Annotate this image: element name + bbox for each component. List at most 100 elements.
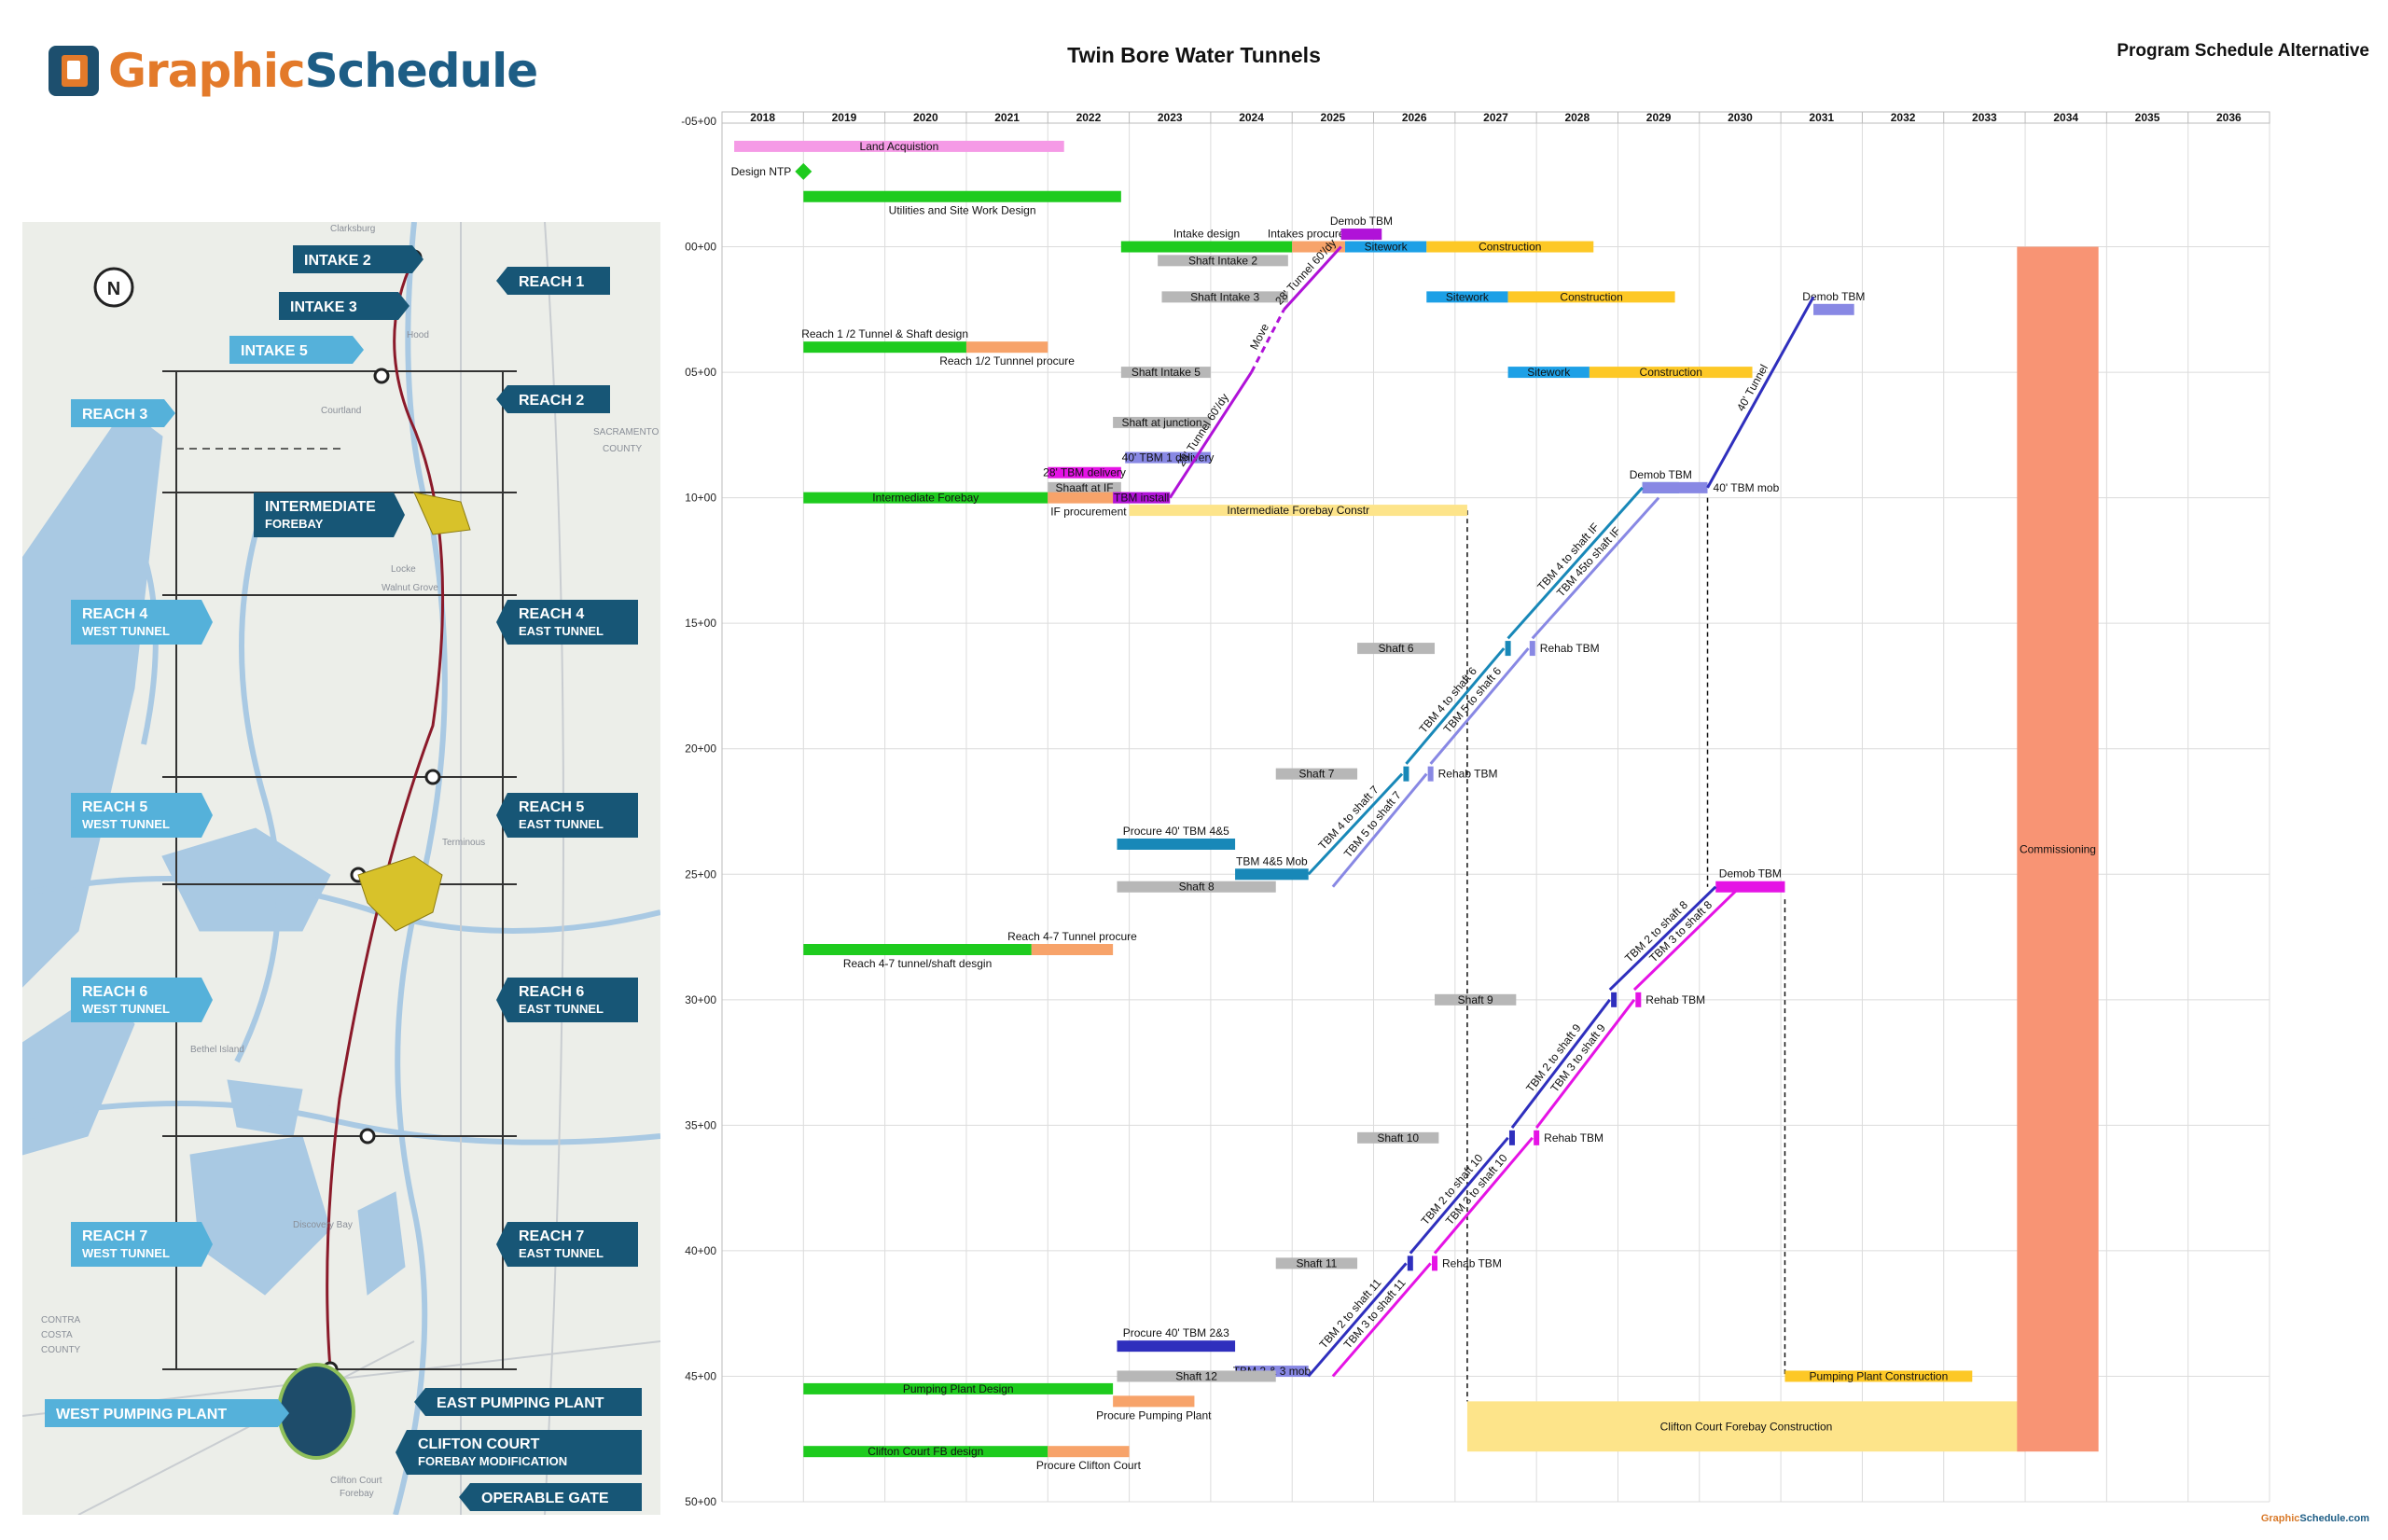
y-tick-label: 45+00 bbox=[685, 1369, 716, 1382]
chart-title: Twin Bore Water Tunnels bbox=[1067, 43, 1321, 67]
place-name: CONTRA bbox=[41, 1315, 81, 1325]
bar-label: Intake design bbox=[1173, 228, 1240, 241]
bar-sitework bbox=[1344, 241, 1427, 253]
x-tick-label: 2024 bbox=[1239, 111, 1264, 124]
milestone-label: Design NTP bbox=[731, 165, 792, 178]
bar-label: Demob TBM bbox=[1330, 215, 1393, 228]
bar-label: Utilities and Site Work Design bbox=[889, 204, 1036, 217]
map-label-line1: REACH 6 bbox=[519, 984, 584, 1000]
milestone-design-ntp bbox=[795, 162, 812, 180]
x-tick-label: 2019 bbox=[832, 111, 857, 124]
tunnel-line-40-tunnel bbox=[1706, 296, 1815, 489]
chart-subtitle: Program Schedule Alternative bbox=[2117, 41, 2369, 61]
bar-tbm-install bbox=[1113, 492, 1171, 504]
logo: GraphicSchedule bbox=[49, 41, 538, 101]
bar-procure-pumping-plant bbox=[1113, 1395, 1195, 1408]
x-tick-label: 2032 bbox=[1891, 111, 1916, 124]
map-label-bg bbox=[71, 1222, 213, 1267]
place-name: Hood bbox=[407, 330, 429, 340]
map-label-line2: WEST TUNNEL bbox=[82, 1246, 170, 1260]
tunnel-line-tbm-2-to-shaft-11 bbox=[1307, 1262, 1408, 1378]
bar-intermediate-forebay bbox=[803, 492, 1048, 504]
map-label-line1: REACH 7 bbox=[519, 1228, 584, 1244]
bar-label: Shaft Intake 2 bbox=[1188, 254, 1257, 267]
tbm-marker bbox=[1403, 766, 1409, 782]
bar-label: Shaft 9 bbox=[1458, 993, 1493, 1006]
bar-land-acquistion bbox=[734, 140, 1064, 152]
bar-label: Sitework bbox=[1365, 241, 1409, 254]
bar-procure-40-tbm-4-5 bbox=[1117, 838, 1236, 850]
bar-shaft-11 bbox=[1275, 1257, 1358, 1269]
map-label-intake-5: INTAKE 5 bbox=[229, 336, 364, 364]
tunnel-line-tbm-4-to-shaft-7 bbox=[1307, 772, 1404, 876]
bar-label: Shaft 8 bbox=[1179, 881, 1215, 894]
north-arrow-icon bbox=[93, 267, 134, 308]
bar-label: Sitework bbox=[1446, 290, 1490, 303]
x-tick-label: 2035 bbox=[2135, 111, 2160, 124]
tunnel-line-tbm-5-to-shaft-6 bbox=[1429, 647, 1530, 765]
bar-label: Procure Pumping Plant bbox=[1096, 1408, 1212, 1422]
place-name: COUNTY bbox=[603, 444, 643, 454]
map-label-bg bbox=[229, 336, 364, 364]
place-name: COSTA bbox=[41, 1330, 73, 1340]
place-name: Discovery Bay bbox=[293, 1220, 353, 1230]
y-tick-label: 50+00 bbox=[685, 1495, 716, 1508]
bar-shaaft-at-if bbox=[1048, 481, 1121, 493]
bar-pumping-plant-design bbox=[803, 1382, 1114, 1394]
x-tick-label: 2029 bbox=[1646, 111, 1672, 124]
map-label-reach-6-west-tunnel: REACH 6 WEST TUNNEL bbox=[71, 978, 213, 1022]
map-label-bg bbox=[254, 493, 405, 537]
map-label-line2: FOREBAY MODIFICATION bbox=[418, 1454, 567, 1468]
map-label-text: REACH 2 bbox=[519, 393, 584, 409]
x-tick-label: 2034 bbox=[2053, 111, 2078, 124]
x-tick-label: 2027 bbox=[1483, 111, 1508, 124]
bar-label: Shaft Intake 5 bbox=[1132, 366, 1201, 379]
bar-label: Procure 40' TBM 4&5 bbox=[1123, 825, 1229, 838]
bar-shaft-8 bbox=[1117, 881, 1276, 893]
bar-label: Clifton Court FB design bbox=[868, 1445, 983, 1458]
x-tick-label: 2031 bbox=[1809, 111, 1834, 124]
y-tick-label: 30+00 bbox=[685, 993, 716, 1006]
x-tick-label: 2026 bbox=[1402, 111, 1427, 124]
map-label-text: INTAKE 3 bbox=[290, 299, 357, 315]
place-name: Clarksburg bbox=[330, 224, 375, 234]
map-label-line1: REACH 4 bbox=[82, 606, 147, 622]
map-label-line2: EAST TUNNEL bbox=[519, 817, 604, 831]
river bbox=[234, 501, 282, 1063]
forebay-area bbox=[357, 855, 443, 932]
map-label-line2: EAST TUNNEL bbox=[519, 1246, 604, 1260]
shaft-marker bbox=[424, 769, 441, 785]
bar-label: Shaft 10 bbox=[1377, 1131, 1419, 1145]
map-label-bg bbox=[496, 793, 638, 838]
bar-if-procurement bbox=[1048, 492, 1130, 504]
gantt-chart: -05+00 00+00 05+00 10+00 15+00 20+00 25+00 30+0… bbox=[681, 111, 2270, 1508]
map-label-text: WEST PUMPING PLANT bbox=[56, 1407, 227, 1422]
bar-label: Shaft Intake 3 bbox=[1190, 290, 1259, 303]
bar-shaft-12 bbox=[1117, 1370, 1276, 1382]
map-label-bg bbox=[496, 978, 638, 1022]
bar-sitework bbox=[1426, 291, 1508, 303]
tunnel-line-28-tunnel-60-dy bbox=[1283, 245, 1342, 311]
bar-label: Procure Clifton Court bbox=[1036, 1459, 1142, 1472]
bar-construction bbox=[1589, 367, 1753, 379]
map-label-reach-3: REACH 3 bbox=[71, 399, 175, 427]
map-label-bg bbox=[396, 1430, 642, 1475]
tunnel-line-tbm-3-to-shaft-9 bbox=[1534, 998, 1636, 1129]
bar-utilities-and-site-work-design bbox=[803, 190, 1121, 202]
map-label-line1: REACH 6 bbox=[82, 984, 147, 1000]
water-body bbox=[357, 1191, 406, 1296]
bar-reach-4-7-tunnel-shaft-desgin bbox=[803, 944, 1032, 955]
map-label-line1: CLIFTON COURT bbox=[418, 1436, 540, 1452]
bar-shaft-intake-3 bbox=[1161, 291, 1288, 303]
map-label-intake-2: INTAKE 2 bbox=[293, 245, 423, 273]
block-label: Commissioning bbox=[2020, 842, 2096, 855]
map-label-line2: WEST TUNNEL bbox=[82, 624, 170, 638]
block-label: Clifton Court Forebay Construction bbox=[1660, 1420, 1833, 1433]
bar-label: 28' TBM delivery bbox=[1043, 466, 1126, 479]
map-label-west-pumping-plant: WEST PUMPING PLANT bbox=[45, 1399, 289, 1427]
bar-label: Pumping Plant Construction bbox=[1810, 1369, 1949, 1382]
bar-shaft-at-junction bbox=[1113, 416, 1211, 428]
map-label-bg bbox=[71, 600, 213, 645]
rehab-marker bbox=[1534, 1130, 1540, 1145]
tunnel-line-tbm-45to-shaft-if bbox=[1531, 496, 1660, 640]
